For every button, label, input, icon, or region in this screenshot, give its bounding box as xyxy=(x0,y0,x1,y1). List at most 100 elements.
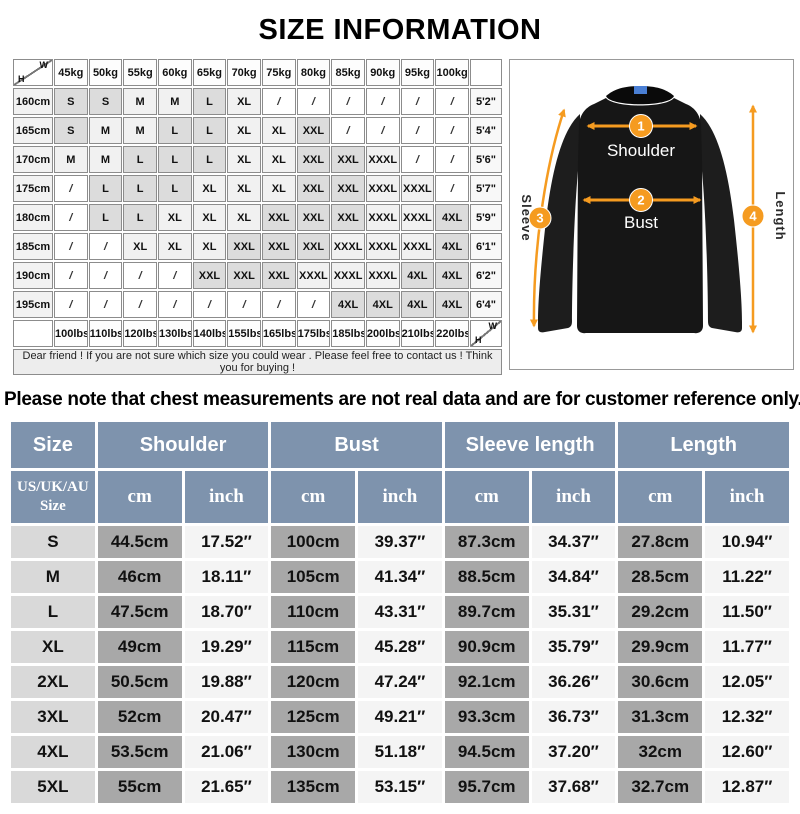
size-table-row: 4XL 53.5cm 21.06″ 130cm 51.18″ 94.5cm 37.20″ 32… xyxy=(11,736,789,768)
weight-header-cell: 45kg xyxy=(54,59,88,86)
matrix-row: 185cm / / XL XL XL XXL XXL XXL XXXL XXXL XXXL 4XL 6'1… xyxy=(13,233,502,260)
weight-header-cell: 65kg xyxy=(192,59,227,86)
shirt-collar xyxy=(606,86,674,105)
inch-value-cell: 37.20″ xyxy=(531,736,616,768)
size-cell: 4XL xyxy=(400,291,435,318)
size-cell: XXXL xyxy=(400,204,435,231)
shirt-right-sleeve xyxy=(700,114,742,333)
unit-header-cm: cm xyxy=(618,471,703,523)
matrix-row: 175cm / L L L XL XL XL XXL XXL XXXL XXXL/5'7" xyxy=(13,175,502,202)
cm-value-cell: 29.9cm xyxy=(618,631,703,663)
inch-value-cell: 34.37″ xyxy=(531,526,616,558)
size-cell: L xyxy=(88,175,123,202)
inch-value-cell: 36.26″ xyxy=(531,666,616,698)
size-cell: / xyxy=(54,175,88,202)
size-cell: XL xyxy=(227,204,261,231)
size-cell: / xyxy=(88,262,123,289)
size-cell: XXL xyxy=(261,233,296,260)
size-table-row: L 47.5cm 18.70″ 110cm 43.31″ 89.7cm 35.31″ 29.2… xyxy=(11,596,789,628)
cm-value-cell: 47.5cm xyxy=(97,596,182,628)
inch-value-cell: 19.29″ xyxy=(184,631,269,663)
size-cell: L xyxy=(123,175,157,202)
column-header-size: Size xyxy=(11,422,95,468)
weight-header-cell: 95kg xyxy=(400,59,435,86)
feet-height-cell: 6'2" xyxy=(470,262,502,289)
size-cell: XL xyxy=(157,204,192,231)
size-cell: / xyxy=(331,88,365,115)
cm-value-cell: 88.5cm xyxy=(444,561,529,593)
size-cell: 4XL xyxy=(435,262,469,289)
inch-value-cell: 45.28″ xyxy=(358,631,442,663)
size-cell: XXL xyxy=(331,146,365,173)
column-header-group: Length xyxy=(618,422,789,468)
inch-value-cell: 20.47″ xyxy=(184,701,269,733)
size-cell: S xyxy=(54,117,88,144)
height-cell: 180cm xyxy=(13,204,53,231)
matrix-row: 170cm M M L L L XL XL XXL XXL XXXL //5'6" xyxy=(13,146,502,173)
height-cell: 185cm xyxy=(13,233,53,260)
size-cell: XL xyxy=(157,233,192,260)
cm-value-cell: 130cm xyxy=(271,736,356,768)
corner-height-letter: H xyxy=(18,74,25,84)
size-cell: / xyxy=(227,291,261,318)
column-header-group: Sleeve length xyxy=(444,422,616,468)
inch-value-cell: 34.84″ xyxy=(531,561,616,593)
feet-height-cell: 5'7" xyxy=(470,175,502,202)
weight-header-cell: 60kg xyxy=(157,59,192,86)
size-cell: XL xyxy=(227,146,261,173)
inch-value-cell: 11.50″ xyxy=(705,596,789,628)
size-cell: XL xyxy=(261,146,296,173)
size-cell: / xyxy=(331,117,365,144)
size-cell: XL xyxy=(227,117,261,144)
inch-value-cell: 53.15″ xyxy=(358,771,442,803)
inch-value-cell: 12.60″ xyxy=(705,736,789,768)
size-cell: / xyxy=(123,291,157,318)
size-cell: XL xyxy=(192,233,227,260)
size-cell: M xyxy=(123,117,157,144)
cm-value-cell: 93.3cm xyxy=(444,701,529,733)
size-cell: / xyxy=(261,291,296,318)
matrix-row: 160cm S S M M L XL / / / / //5'2" xyxy=(13,88,502,115)
size-cell: / xyxy=(365,117,400,144)
cm-value-cell: 100cm xyxy=(271,526,356,558)
size-cell: / xyxy=(54,262,88,289)
cm-value-cell: 92.1cm xyxy=(444,666,529,698)
size-cell: XXL xyxy=(296,146,331,173)
inch-value-cell: 36.73″ xyxy=(531,701,616,733)
inch-value-cell: 49.21″ xyxy=(358,701,442,733)
cm-value-cell: 31.3cm xyxy=(618,701,703,733)
size-cell: / xyxy=(192,291,227,318)
size-cell: 4XL xyxy=(400,262,435,289)
sleeve-measure: 3 Sleeve xyxy=(519,108,566,328)
size-cell: / xyxy=(157,262,192,289)
feet-height-cell: 5'2" xyxy=(470,88,502,115)
size-cell: XXL xyxy=(192,262,227,289)
size-cell: / xyxy=(435,88,469,115)
cm-value-cell: 53.5cm xyxy=(97,736,182,768)
feet-height-cell: 6'1" xyxy=(470,233,502,260)
inch-value-cell: 17.52″ xyxy=(184,526,269,558)
pounds-cell: 200lbs xyxy=(365,320,400,347)
unit-header-cm: cm xyxy=(271,471,356,523)
inch-value-cell: 51.18″ xyxy=(358,736,442,768)
subheader-us-uk-au-size: US/UK/AU Size xyxy=(11,471,95,523)
size-cell: XXL xyxy=(331,175,365,202)
cm-value-cell: 32.7cm xyxy=(618,771,703,803)
length-label: Length xyxy=(773,191,788,240)
weight-header-cell: 50kg xyxy=(88,59,123,86)
cm-value-cell: 55cm xyxy=(97,771,182,803)
shoulder-measure: 1 Shoulder xyxy=(586,114,698,160)
size-cell: / xyxy=(435,175,469,202)
size-cell: XXXL xyxy=(365,262,400,289)
weight-header-cell: 85kg xyxy=(331,59,365,86)
cm-value-cell: 115cm xyxy=(271,631,356,663)
marker-2-badge xyxy=(629,188,653,212)
pounds-cell: 185lbs xyxy=(331,320,365,347)
weight-header-cell: 55kg xyxy=(123,59,157,86)
unit-header-inch: inch xyxy=(705,471,789,523)
size-cell: XXL xyxy=(261,262,296,289)
size-label-cell: L xyxy=(11,596,95,628)
cm-value-cell: 29.2cm xyxy=(618,596,703,628)
size-cell: 4XL xyxy=(435,233,469,260)
